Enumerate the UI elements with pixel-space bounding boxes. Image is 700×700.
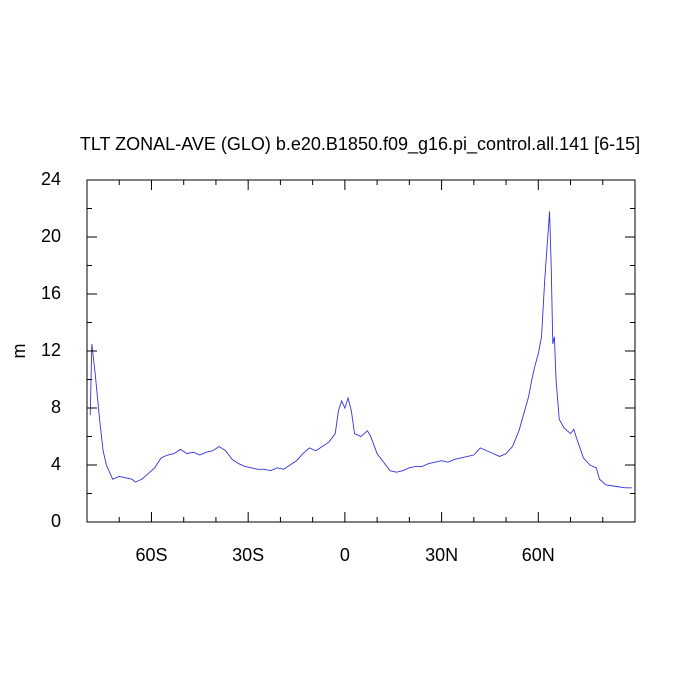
y-tick-label: 0 <box>51 511 61 531</box>
data-line <box>89 211 632 489</box>
x-tick-label: 30S <box>232 545 264 565</box>
y-tick-label: 8 <box>51 397 61 417</box>
y-tick-label: 16 <box>41 283 61 303</box>
x-tick-label: 60N <box>522 545 555 565</box>
y-axis-label: m <box>9 344 29 359</box>
x-tick-label: 60S <box>135 545 167 565</box>
y-tick-label: 24 <box>41 169 61 189</box>
x-tick-label: 0 <box>340 545 350 565</box>
chart-title: TLT ZONAL-AVE (GLO) b.e20.B1850.f09_g16.… <box>80 134 640 155</box>
x-tick-label: 30N <box>425 545 458 565</box>
y-tick-label: 4 <box>51 454 61 474</box>
y-tick-label: 12 <box>41 340 61 360</box>
y-tick-label: 20 <box>41 226 61 246</box>
